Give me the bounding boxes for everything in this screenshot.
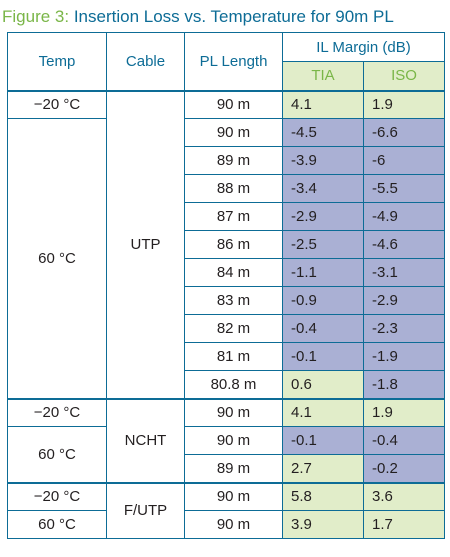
pl-length-cell: 86 m — [184, 230, 283, 259]
iso-cell: 1.9 — [362, 89, 446, 119]
pl-length-cell: 90 m — [184, 481, 283, 511]
pl-length-cell: 83 m — [184, 286, 283, 315]
tia-cell: 0.6 — [282, 370, 364, 399]
iso-cell: -6.6 — [362, 118, 446, 147]
pl-length-cell: 84 m — [184, 258, 283, 287]
table-row: 82 m -0.4 -2.3 — [8, 314, 446, 343]
iso-cell: 1.9 — [362, 397, 446, 427]
tia-cell: -0.1 — [282, 426, 364, 455]
table-row: −20 °C UTP 90 m 4.1 1.9 — [7, 89, 446, 399]
tia-cell: -2.9 — [282, 202, 364, 231]
tia-cell: 3.9 — [282, 510, 364, 539]
pl-length-cell: 80.8 m — [184, 370, 283, 399]
table-row: −20 °C NCHT 90 m 4.1 1.9 — [7, 397, 446, 483]
iso-cell: 1.7 — [362, 510, 446, 539]
table-row: 87 m -2.9 -4.9 — [8, 202, 446, 231]
iso-cell: -1.9 — [362, 342, 446, 371]
iso-cell: 3.6 — [362, 481, 446, 511]
table-row: 80.8 m 0.6 -1.8 — [8, 370, 446, 399]
table-row: 88 m -3.4 -5.5 — [8, 174, 446, 203]
figure-title: Figure 3: Insertion Loss vs. Temperature… — [2, 4, 394, 30]
iso-cell: -3.1 — [362, 258, 446, 287]
table-body: −20 °C UTP 90 m 4.1 1.9 60 °C 90 m -4.5 … — [7, 89, 446, 539]
temp-cell: −20 °C — [7, 481, 107, 511]
iso-cell: -2.9 — [362, 286, 446, 315]
pl-length-cell: 90 m — [184, 89, 283, 119]
pl-length-cell: 81 m — [184, 342, 283, 371]
table-row: 83 m -0.9 -2.9 — [8, 286, 446, 315]
table-row: 60 °C 90 m -0.1 -0.4 — [7, 426, 446, 483]
temp-cell: 60 °C — [7, 426, 107, 483]
temp-cell: 60 °C — [7, 118, 107, 399]
insertion-loss-table: Temp Cable PL Length IL Margin (dB) TIA … — [7, 32, 446, 539]
header-pl-length: PL Length — [184, 32, 283, 91]
table-row: −20 °C F/UTP 90 m 5.8 3.6 — [7, 481, 446, 539]
header-cable: Cable — [106, 32, 185, 91]
temp-cell: 60 °C — [7, 510, 107, 539]
tia-cell: -2.5 — [282, 230, 364, 259]
tia-cell: -3.4 — [282, 174, 364, 203]
cable-cell: F/UTP — [106, 481, 185, 539]
figure-title-text: Insertion Loss vs. Temperature for 90m P… — [73, 7, 394, 26]
tia-cell: -0.9 — [282, 286, 364, 315]
iso-cell: -2.3 — [362, 314, 446, 343]
pl-length-cell: 90 m — [184, 118, 283, 147]
cable-cell: UTP — [106, 89, 185, 399]
cable-cell: NCHT — [106, 397, 185, 483]
pl-length-cell: 90 m — [184, 397, 283, 427]
table-row: 84 m -1.1 -3.1 — [8, 258, 446, 287]
iso-cell: -0.4 — [362, 426, 446, 455]
pl-length-cell: 89 m — [184, 146, 283, 175]
tia-cell: 4.1 — [282, 397, 364, 427]
iso-cell: -6 — [362, 146, 446, 175]
tia-cell: 2.7 — [282, 454, 364, 483]
tia-cell: -3.9 — [282, 146, 364, 175]
iso-cell: -1.8 — [362, 370, 446, 399]
pl-length-cell: 90 m — [184, 510, 283, 539]
temp-cell: −20 °C — [7, 89, 107, 119]
tia-cell: 5.8 — [282, 481, 364, 511]
tia-cell: -0.4 — [282, 314, 364, 343]
temp-cell: −20 °C — [7, 397, 107, 427]
tia-cell: -4.5 — [282, 118, 364, 147]
header-temp: Temp — [7, 32, 107, 91]
figure-label: Figure 3: — [2, 7, 70, 26]
header-iso: ISO — [362, 61, 446, 91]
tia-cell: 4.1 — [282, 89, 364, 119]
iso-cell: -4.9 — [362, 202, 446, 231]
table-row: 86 m -2.5 -4.6 — [8, 230, 446, 259]
table-row: 60 °C 90 m 3.9 1.7 — [7, 510, 446, 539]
pl-length-cell: 82 m — [184, 314, 283, 343]
iso-cell: -4.6 — [362, 230, 446, 259]
header-il-margin: IL Margin (dB) — [281, 32, 446, 62]
pl-length-cell: 89 m — [184, 454, 283, 483]
iso-cell: -0.2 — [362, 454, 446, 483]
pl-length-cell: 88 m — [184, 174, 283, 203]
iso-cell: -5.5 — [362, 174, 446, 203]
tia-cell: -0.1 — [282, 342, 364, 371]
pl-length-cell: 90 m — [184, 426, 283, 455]
pl-length-cell: 87 m — [184, 202, 283, 231]
header-tia: TIA — [282, 61, 364, 91]
table-row: 60 °C 90 m -4.5 -6.6 — [7, 118, 446, 399]
tia-cell: -1.1 — [282, 258, 364, 287]
table-row: 89 m -3.9 -6 — [8, 146, 446, 175]
